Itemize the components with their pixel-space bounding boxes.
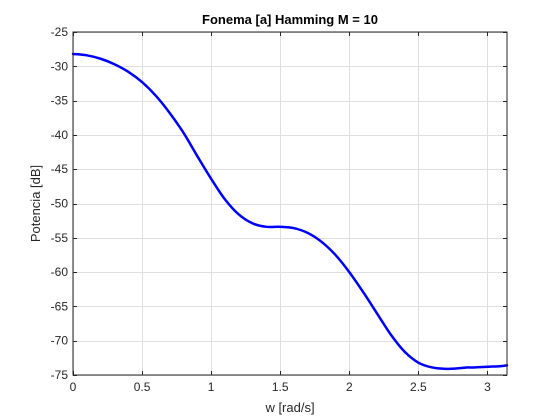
y-tick-label: -30 (51, 59, 69, 73)
x-tick-label: 3 (484, 380, 491, 394)
y-tick-label: -70 (51, 334, 69, 348)
chart-title: Fonema [a] Hamming M = 10 (202, 12, 378, 27)
x-axis-label: w [rad/s] (264, 400, 314, 415)
axes-box (72, 31, 508, 376)
y-tick-label: -55 (51, 231, 69, 245)
y-tick-label: -25 (51, 25, 69, 39)
x-tick-label: 0 (70, 380, 77, 394)
y-tick-label: -60 (51, 265, 69, 279)
y-axis-label: Potencia [dB] (28, 165, 43, 242)
x-tick-label: 1 (208, 380, 215, 394)
y-tick-label: -75 (51, 368, 69, 382)
y-tick-label: -45 (51, 162, 69, 176)
x-tick-label: 2 (346, 380, 353, 394)
series-layer (71, 52, 509, 371)
y-tick-label: -65 (51, 299, 69, 313)
y-tick-label: -50 (51, 197, 69, 211)
plot-area (73, 32, 507, 375)
series-line (71, 52, 509, 371)
x-tick-label: 0.5 (134, 380, 151, 394)
x-tick-label: 1.5 (272, 380, 289, 394)
y-tick-label: -40 (51, 128, 69, 142)
tick-label-layer: 0 0.5 1 1.5 2 2.5 3 -75 -70 -65 -60 -55 -50 -45 -40 -35… (51, 25, 491, 394)
x-tick-label: 2.5 (410, 380, 427, 394)
y-tick-label: -35 (51, 94, 69, 108)
tick-layer (73, 32, 507, 376)
